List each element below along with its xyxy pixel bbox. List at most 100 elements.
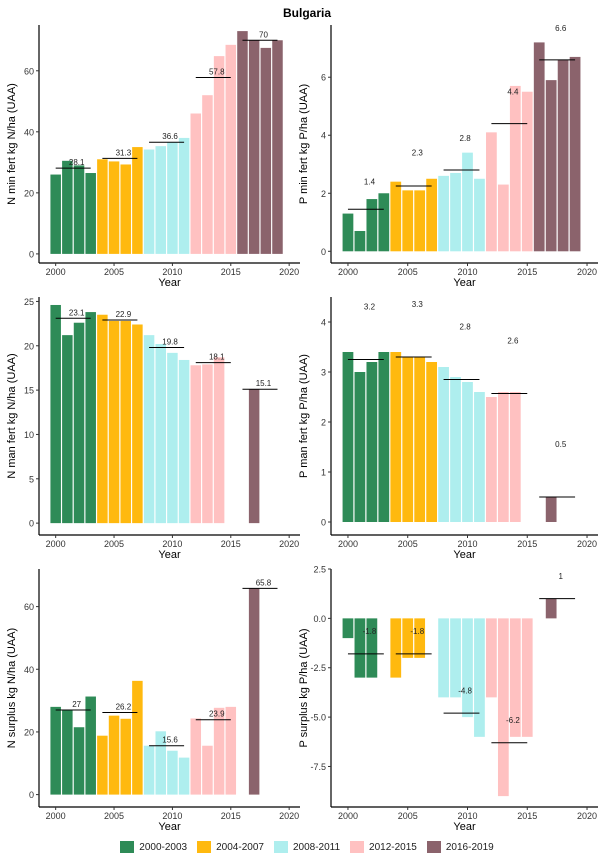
mean-label-2000-2003: 27 [72,700,81,709]
mean-label-2016-2019: 6.6 [555,24,567,33]
legend-item: 2012-2015 [350,841,417,853]
mean-label-2012-2015: 23.9 [209,710,225,719]
bar-2000 [50,706,61,795]
bar-2001 [354,618,366,678]
bar-2005 [402,618,414,658]
mean-label-2004-2007: 3.3 [412,300,424,309]
x-tick-label: 2005 [104,267,124,277]
bar-2002 [366,362,378,522]
mean-label-2000-2003: 28.1 [69,158,85,167]
legend-label: 2008-2011 [292,841,341,853]
bar-2005 [402,190,414,252]
mean-label-2012-2015: 2.6 [507,337,519,346]
bar-2003 [378,193,390,252]
bar-2017 [248,588,260,795]
legend-item: 2008-2011 [273,841,341,853]
y-tick-label: 2.5 [313,565,326,575]
bar-2007 [426,362,438,522]
bar-2004 [390,181,402,252]
bar-2012 [486,397,497,522]
bar-2017 [545,497,557,522]
bar-2012 [190,365,202,524]
y-tick-label: 4 [321,318,326,328]
panel-n-surplus: 27 26.2 15.6 23.9 65.8 0 20 40 60 2000 2005 2010 201… [6,569,300,833]
y-tick-label: 15 [24,386,34,396]
bar-2015 [225,706,237,795]
x-tick-label: 2010 [457,539,477,549]
bar-2009 [155,146,166,254]
x-tick-label: 2005 [398,267,418,277]
bar-2005 [402,357,414,522]
y-tick-label: 10 [24,430,34,440]
legend-swatch [426,841,441,853]
y-tick-label: 5 [29,474,34,484]
x-tick-label: 2015 [221,539,241,549]
mean-label-2008-2011: 2.8 [460,134,472,143]
mean-label-2016-2019: 65.8 [256,578,272,587]
mean-label-2004-2007: 31.3 [116,148,132,157]
bar-2003 [85,173,96,254]
bar-2004 [97,314,108,524]
bar-2002 [366,618,378,678]
mean-label-2016-2019: 15.1 [256,379,272,388]
x-axis-label: Year [453,821,476,833]
y-axis-label: P man fert kg P/ha (UAA) [298,354,310,478]
bar-2006 [120,164,131,254]
x-tick-label: 2005 [398,539,418,549]
x-axis-label: Year [453,277,476,289]
mean-label-2008-2011: 15.6 [162,736,178,745]
bar-2008 [143,335,155,524]
bar-2013 [202,95,213,254]
y-tick-label: 6 [321,73,326,83]
y-tick-label: 0.0 [313,614,326,624]
y-axis-label: N surplus kg N/ha (UAA) [6,628,18,748]
bar-2000 [342,618,354,639]
panel-p-min-fert: 1.4 2.3 2.8 4.4 6.6 0 2 4 6 2000 2005 2010 2015 2020 Y… [298,24,598,289]
y-tick-label: 4 [321,131,326,141]
panel-n-man-fert: 23.1 22.9 19.8 18.1 15.1 0 5 10 15 20 25 2000 2005 20… [6,297,300,561]
mean-label-2000-2003: -1.8 [363,627,377,636]
mean-label-2004-2007: 22.9 [116,310,132,319]
bar-2010 [462,382,473,522]
x-tick-label: 2020 [577,267,597,277]
legend-label: 2012-2015 [369,841,417,853]
bar-2010 [462,152,473,252]
bar-2010 [167,352,178,524]
x-tick-label: 2015 [517,811,537,821]
legend-swatch [273,841,288,853]
x-tick-label: 2020 [577,811,597,821]
mean-label-2004-2007: 2.3 [412,149,424,158]
x-tick-label: 2010 [162,267,182,277]
x-tick-label: 2010 [162,811,182,821]
bar-2002 [73,322,85,524]
mean-label-2000-2003: 1.4 [364,178,376,187]
mean-label-2012-2015: 57.8 [209,67,225,76]
bar-2009 [450,618,461,698]
legend-label: 2016-2019 [445,841,494,853]
bar-2012 [190,718,202,795]
y-tick-label: 2 [321,189,326,199]
bar-2002 [366,199,378,252]
x-tick-label: 2010 [162,539,182,549]
mean-label-2004-2007: -1.8 [410,627,424,636]
bar-2009 [450,172,461,252]
bar-2001 [354,230,366,252]
x-tick-label: 2000 [338,539,358,549]
mean-label-2008-2011: 2.8 [460,323,472,332]
y-tick-label: 40 [24,127,34,137]
bar-2013 [202,364,213,524]
bar-2014 [509,85,521,252]
bar-2005 [108,715,120,795]
bar-2008 [143,149,155,254]
bar-2006 [414,618,426,658]
bar-2004 [390,352,402,522]
x-tick-label: 2020 [279,539,299,549]
y-tick-label: 1 [321,468,326,478]
bar-2000 [342,213,354,252]
bar-2015 [225,44,237,254]
y-tick-label: 60 [24,602,34,612]
bar-2001 [62,335,73,524]
y-tick-label: 3 [321,368,326,378]
bar-2012 [486,618,497,698]
